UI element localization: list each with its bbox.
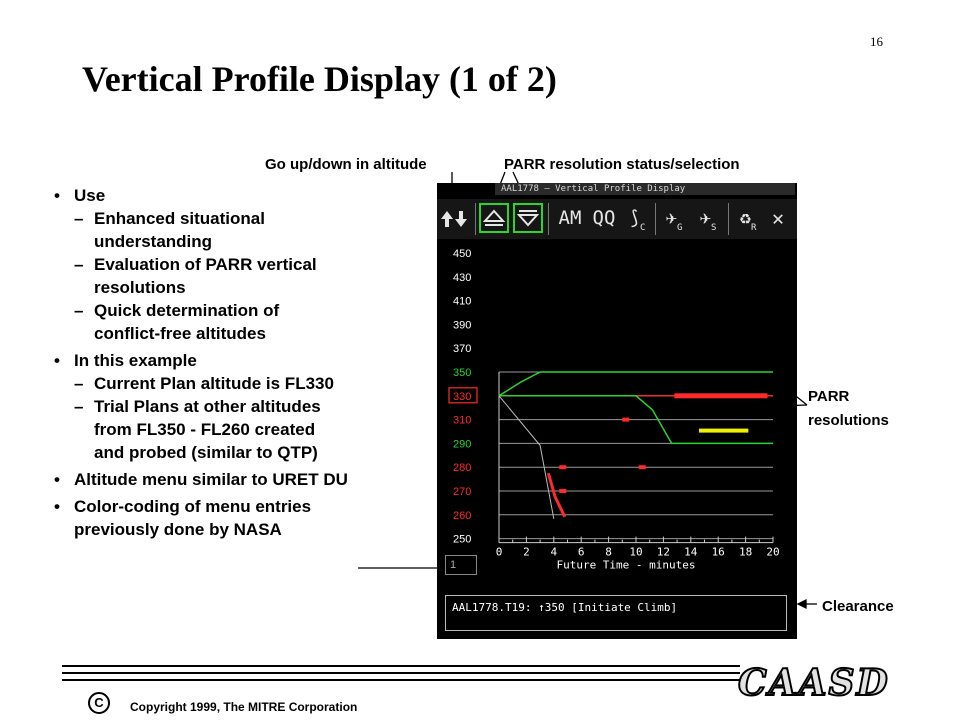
- altitude-label: 310: [453, 415, 471, 427]
- time-tick-label: 0: [496, 546, 503, 559]
- time-tick-label: 16: [712, 546, 725, 559]
- callout-altitude-nav: Go up/down in altitude: [265, 156, 427, 173]
- conflict-marker: [559, 465, 567, 470]
- trial-descent-line: [498, 395, 555, 519]
- aircraft-icon: ✈: [665, 207, 678, 229]
- altitude-label: 350: [453, 367, 471, 379]
- c-button[interactable]: ⟆C: [628, 207, 646, 233]
- altitude-label: 370: [453, 343, 471, 355]
- altitude-label: 330: [453, 391, 471, 403]
- conflict-bar: [674, 393, 768, 399]
- window-title-bar: AAL1778 – Vertical Profile Display: [495, 183, 795, 195]
- altitude-label: 450: [453, 248, 471, 260]
- altitude-label: 430: [453, 272, 471, 284]
- altitude-label: 390: [453, 319, 471, 331]
- sub-bullet: – Evaluation of PARR vertical resolutions: [74, 255, 317, 297]
- altitude-label: 260: [453, 510, 471, 522]
- bullet-use: Use: [52, 184, 417, 207]
- time-tick-label: 4: [550, 546, 557, 559]
- bullet-example: In this example: [52, 349, 417, 372]
- callout-clearance: Clearance: [822, 598, 894, 615]
- g-button[interactable]: ✈G: [665, 207, 683, 233]
- clearance-field: AAL1778.T19: ↑350 [Initiate Climb]: [445, 595, 787, 631]
- altitude-label: 250: [453, 534, 471, 546]
- aircraft-icon: ✈: [699, 207, 712, 229]
- sub-bullet: – Trial Plans at other altitudes from FL35…: [74, 397, 321, 462]
- sub-bullet: – Quick determination of conflict-free alt…: [74, 301, 280, 343]
- time-tick-label: 12: [657, 546, 670, 559]
- vertical-profile-display: AAL1778 – Vertical Profile Display AM QQ…: [437, 183, 797, 639]
- profile-plot: 4504304103903703503303102902802702602500…: [448, 248, 780, 572]
- slide-number: 16: [870, 34, 883, 49]
- caasd-logo: CAASD: [737, 661, 890, 705]
- down-triangle-icon: [516, 210, 540, 227]
- toolbar: AM QQ ⟆C ✈G ✈S ♻R ✕: [437, 199, 797, 239]
- altitude-label: 290: [453, 438, 471, 450]
- altitude-label: 270: [453, 486, 471, 498]
- copyright-text: Copyright 1999, The MITRE Corporation: [130, 700, 358, 714]
- up-down-arrows-icon[interactable]: [441, 203, 471, 233]
- time-tick-label: 18: [739, 546, 752, 559]
- time-tick-label: 14: [684, 546, 698, 559]
- current-altitude-box: [448, 387, 478, 404]
- qq-button[interactable]: QQ: [592, 207, 616, 229]
- altitude-entry-field[interactable]: 1: [445, 555, 477, 575]
- altitude-up-button[interactable]: [479, 203, 509, 233]
- bullet-altitude-menu: Altitude menu similar to URET DU: [52, 468, 417, 491]
- slide-title: Vertical Profile Display (1 of 2): [82, 59, 557, 99]
- up-triangle-icon: [482, 209, 506, 226]
- time-tick-label: 20: [766, 546, 779, 559]
- resolution-bar: [699, 428, 749, 433]
- callout-parr-resolutions-line2: resolutions: [808, 412, 889, 429]
- conflict-marker: [638, 465, 646, 470]
- conflict-marker: [622, 417, 630, 422]
- x-axis-label: Future Time - minutes: [556, 559, 695, 572]
- callout-parr-resolutions-line1: PARR: [808, 388, 850, 405]
- time-tick-label: 8: [605, 546, 612, 559]
- conflict-descent-line: [546, 472, 567, 518]
- altitude-label: 410: [453, 296, 471, 308]
- sub-bullet: – Current Plan altitude is FL330: [74, 374, 334, 393]
- time-tick-label: 10: [629, 546, 642, 559]
- close-icon[interactable]: ✕: [771, 206, 785, 230]
- r-button[interactable]: ♻R: [739, 207, 757, 233]
- am-button[interactable]: AM: [558, 207, 582, 229]
- trial-climb-line: [498, 371, 773, 397]
- s-button[interactable]: ✈S: [699, 207, 717, 233]
- recycle-icon: ♻: [739, 207, 752, 229]
- conflict-marker: [559, 489, 567, 493]
- altitude-label: 280: [453, 462, 471, 474]
- time-tick-label: 6: [578, 546, 585, 559]
- altitude-down-button[interactable]: [513, 203, 543, 233]
- trial-descend-line: [499, 395, 773, 445]
- copyright-icon: C: [88, 692, 110, 714]
- sub-bullet: – Enhanced situational understanding: [74, 209, 265, 251]
- time-tick-label: 2: [523, 546, 530, 559]
- callout-parr-status: PARR resolution status/selection: [504, 156, 740, 173]
